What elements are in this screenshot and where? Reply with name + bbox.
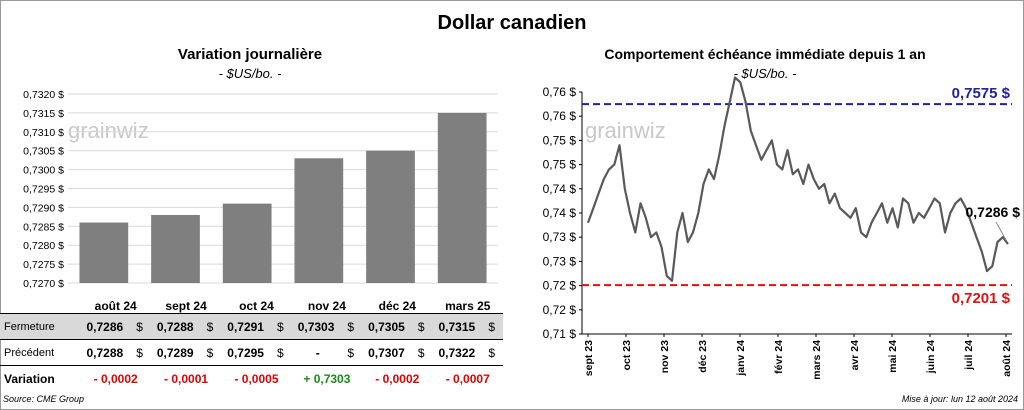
x-tick-label: juil 24 [963, 340, 975, 371]
low-reference-label: 0,7201 $ [952, 290, 1011, 307]
x-tick-label: déc 23 [697, 340, 709, 373]
row-label: Variation [0, 365, 81, 391]
col-header: oct 24 [239, 299, 274, 313]
y-tick-label: 0,7270 $ [23, 278, 64, 290]
bar-chart-subtitle: - $US/bo. - [218, 66, 282, 81]
table-cell: 0,7288 $ [150, 313, 222, 340]
y-tick-label: 0,73 $ [543, 230, 577, 244]
bar [151, 214, 200, 283]
y-tick-label: 0,74 $ [543, 182, 577, 196]
watermark-right: grainwiz [585, 118, 666, 143]
y-tick-label: 0,7305 $ [23, 146, 64, 158]
table-cell: 0,7286 $ [80, 313, 151, 340]
table-row-fermeture: Fermeture 0,7286 $ 0,7288 $ 0,7291 $ 0,7303… [0, 313, 503, 340]
y-tick-label: 0,72 $ [543, 303, 577, 317]
y-tick-label: 0,7315 $ [23, 108, 64, 120]
table-cell: + 0,7303 [291, 365, 363, 391]
col-header: mars 25 [445, 299, 491, 313]
row-label: Fermeture [0, 313, 81, 340]
last-value-leader [995, 221, 1007, 241]
table-cell: - 0,0001 [150, 365, 222, 391]
col-header: août 24 [94, 299, 137, 313]
bar [79, 222, 129, 283]
y-tick-label: 0,7290 $ [23, 202, 64, 214]
y-tick-label: 0,71 $ [543, 327, 577, 341]
price-table: août 24 sept 24 oct 24 nov 24 déc 24 mar… [0, 299, 503, 391]
y-tick-label: 0,7300 $ [23, 165, 64, 177]
y-tick-label: 0,7275 $ [23, 259, 64, 271]
table-cell: 0,7315 $ [432, 313, 503, 340]
table-cell: - 0,0005 [221, 365, 292, 391]
table-cell: 0,7307 $ [368, 345, 425, 360]
x-tick-label: oct 23 [621, 340, 633, 371]
col-header: sept 24 [165, 299, 207, 313]
x-tick-label: nov 23 [659, 340, 671, 373]
bar [366, 150, 415, 283]
table-cell: - 0,0002 [80, 365, 151, 391]
table-cell: 0,7295 $ [227, 345, 284, 360]
y-tick-label: 0,75 $ [543, 158, 577, 172]
bar-chart-title: Variation journalière [177, 46, 323, 63]
x-tick-label: août 24 [1001, 340, 1013, 377]
y-tick-label: 0,75 $ [543, 133, 577, 147]
x-tick-label: janv 24 [735, 340, 747, 377]
watermark: grainwiz [68, 118, 149, 143]
page-title: Dollar canadien [437, 12, 587, 34]
row-label: Précédent [4, 346, 55, 359]
line-chart-subtitle: - $US/bo. - [733, 66, 797, 81]
y-tick-label: 0,76 $ [543, 85, 577, 99]
x-tick-label: avr 24 [849, 340, 861, 371]
price-line [586, 76, 1009, 282]
table-row-precedent: Précédent 0,7288 $ 0,7289 $ 0,7295 $ - $ 0,7… [0, 340, 503, 366]
table-cell: 0,7291 $ [221, 313, 292, 340]
x-tick-label: mars 24 [811, 340, 823, 380]
table-row-variation: Variation - 0,0002 - 0,0001 - 0,0005 + 0… [0, 365, 503, 391]
table-cell: 0,7322 $ [438, 345, 496, 360]
y-tick-label: 0,7295 $ [23, 184, 64, 196]
table-cell: - 0,0002 [362, 365, 433, 391]
bar [294, 158, 344, 283]
y-tick-label: 0,7320 $ [23, 89, 64, 101]
source-note: Source: CME Group [3, 394, 85, 404]
bar [437, 112, 487, 284]
x-tick-label: sept 23 [583, 340, 595, 376]
table-cell: 0,7303 $ [291, 313, 363, 340]
table-cell: - 0,0007 [432, 365, 503, 391]
table-cell: 0,7288 $ [86, 345, 143, 360]
table-cell: 0,7305 $ [362, 313, 433, 340]
y-tick-label: 0,76 $ [543, 109, 577, 123]
y-tick-label: 0,7285 $ [23, 221, 64, 233]
y-tick-label: 0,7310 $ [23, 127, 64, 139]
line-chart-title: Comportement échéance immédiate depuis 1… [604, 46, 926, 62]
x-tick-label: févr 24 [773, 340, 785, 374]
x-tick-label: juin 24 [925, 340, 937, 374]
col-header: déc 24 [378, 299, 416, 313]
y-tick-label: 0,73 $ [543, 254, 577, 268]
last-value-label: 0,7286 $ [966, 204, 1021, 220]
table-header-row: août 24 sept 24 oct 24 nov 24 déc 24 mar… [0, 299, 503, 314]
high-reference-label: 0,7575 $ [952, 85, 1011, 102]
table-cell: - $ [315, 345, 355, 360]
x-tick-label: mai 24 [887, 340, 899, 373]
y-tick-label: 0,7280 $ [23, 240, 64, 252]
y-tick-label: 0,72 $ [543, 279, 577, 293]
update-note: Mise à jour: lun 12 août 2024 [901, 394, 1018, 404]
table-cell: 0,7289 $ [156, 345, 214, 360]
y-tick-label: 0,74 $ [543, 206, 577, 220]
col-header: nov 24 [307, 299, 346, 313]
bar [222, 203, 272, 283]
